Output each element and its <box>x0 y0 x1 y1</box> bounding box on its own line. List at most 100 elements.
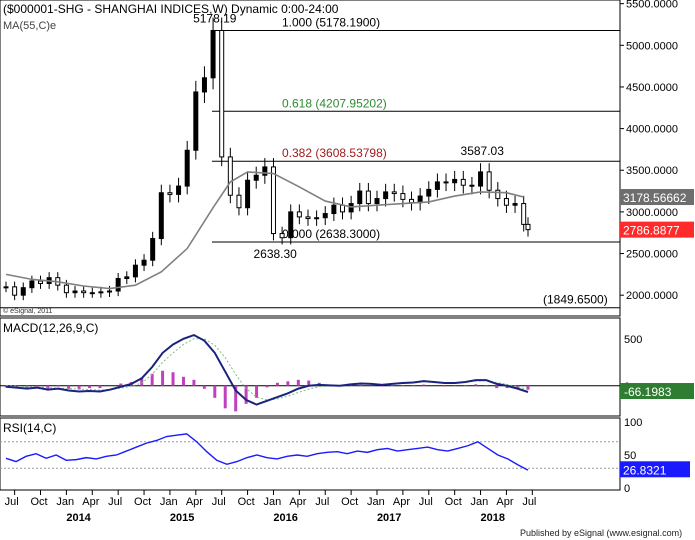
ma-value-label: 3178.56662 <box>623 191 687 205</box>
x-month-label: Jul <box>315 496 329 508</box>
price-y-tick-label: 5000.0000 <box>626 40 678 52</box>
candle-body <box>115 278 121 292</box>
candle-body <box>288 211 294 239</box>
candle-body <box>124 276 130 280</box>
macd-y-tick-label: 500 <box>624 334 642 346</box>
x-year-label: 2015 <box>170 512 194 524</box>
candle-body <box>331 204 337 215</box>
candle-body <box>521 203 527 225</box>
macd-title: MACD(12,26,9,C) <box>3 321 98 335</box>
x-month-label: Oct <box>31 496 48 508</box>
x-year-label: 2018 <box>480 512 504 524</box>
candle-body <box>443 181 449 184</box>
candle-body <box>525 223 531 231</box>
candle-body <box>253 174 259 181</box>
rsi-title: RSI(14,C) <box>3 421 56 435</box>
macd-panel: 5000-66.1983 <box>0 334 694 412</box>
candle-body <box>98 291 104 294</box>
fib-label: 0.618 (4207.95202) <box>282 96 387 110</box>
x-month-label: Jul <box>5 496 19 508</box>
rsi-y-tick-label: 100 <box>624 417 642 429</box>
candle-body <box>486 171 492 191</box>
candle-body <box>391 191 397 195</box>
candle-body <box>193 91 199 151</box>
x-month-label: Jan <box>160 496 178 508</box>
price-y-tick-label: 5500.0000 <box>626 0 678 11</box>
candle-body <box>227 156 233 196</box>
candle-body <box>262 166 268 176</box>
rsi-y-tick-label: 0 <box>624 483 630 495</box>
x-month-label: Jul <box>522 496 536 508</box>
ma-legend: MA(55,C)e <box>3 20 56 32</box>
x-month-label: Jan <box>263 496 281 508</box>
candle-body <box>201 77 207 93</box>
price-panel-frame <box>0 0 621 317</box>
candle-body <box>434 181 440 190</box>
rsi-panel-frame <box>0 417 621 491</box>
rsi-line <box>5 433 529 471</box>
x-year-label: 2017 <box>377 512 401 524</box>
ma-value-box <box>620 189 694 206</box>
price-y-tick-label: 3500.0000 <box>626 165 678 177</box>
footer-credit: Published by eSignal (www.esignal.com) <box>520 528 682 538</box>
candle-body <box>38 280 44 285</box>
candle-body <box>107 290 113 293</box>
macd-panel-frame <box>0 317 621 417</box>
candle-body <box>374 198 380 205</box>
price-annotation: 3587.03 <box>461 144 505 158</box>
candle-body <box>184 149 190 187</box>
candle-body <box>20 287 26 296</box>
copyright-note: © eSignal, 2011 <box>3 307 53 315</box>
candle-body <box>72 290 78 294</box>
candle-body <box>245 179 251 209</box>
x-month-label: Oct <box>445 496 462 508</box>
candle-body <box>167 192 173 195</box>
candle-body <box>322 213 328 219</box>
fib-label: 0.382 (3608.53798) <box>282 146 387 160</box>
x-month-label: Jan <box>367 496 385 508</box>
price-y-tick-label: 2500.0000 <box>626 249 678 261</box>
x-year-label: 2014 <box>66 512 91 524</box>
candle-body <box>339 204 345 213</box>
x-month-label: Oct <box>134 496 151 508</box>
candle-body <box>176 185 182 195</box>
price-value-box <box>620 221 694 238</box>
chart-title: ($000001-SHG - SHANGHAI INDICES,W) Dynam… <box>3 2 339 16</box>
candle-body <box>383 191 389 200</box>
candle-body <box>270 166 276 235</box>
fib-label: (1849.6500) <box>543 293 608 307</box>
candle-body <box>460 178 466 186</box>
x-month-label: Apr <box>289 496 306 508</box>
price-y-tick-label: 4500.0000 <box>626 82 678 94</box>
x-month-label: Jan <box>56 496 74 508</box>
rsi-panel: 100 50 0 26.8321 <box>0 417 690 495</box>
candle-body <box>348 203 354 213</box>
macd-line <box>5 333 529 406</box>
price-value-label: 2786.8877 <box>623 224 680 238</box>
x-month-label: Apr <box>186 496 203 508</box>
candle-body <box>314 217 320 220</box>
price-y-tick-label: 2000.0000 <box>626 290 678 302</box>
candle-body <box>63 284 69 294</box>
price-annotation: 2638.30 <box>253 247 297 261</box>
candle-body <box>400 193 406 200</box>
candle-body <box>495 189 501 200</box>
candle-body <box>426 188 432 197</box>
candle-body <box>12 286 18 296</box>
x-month-label: Oct <box>238 496 255 508</box>
price-panel: 5500.0000 5000.0000 4500.0000 4000.0000 3500… <box>0 0 694 309</box>
price-annotation: 5178.19 <box>193 11 237 25</box>
candle-body <box>141 259 147 266</box>
x-year-label: 2016 <box>273 512 297 524</box>
x-month-label: Apr <box>496 496 513 508</box>
candle-body <box>3 286 9 289</box>
candle-body <box>512 203 518 206</box>
x-month-label: Jul <box>108 496 122 508</box>
fib-label: 0.000 (2638.3000) <box>282 227 380 241</box>
candle-body <box>503 198 509 206</box>
x-month-label: Apr <box>393 496 410 508</box>
candle-body <box>132 264 138 278</box>
macd-value-box <box>620 383 694 400</box>
x-axis: Jul Oct Jan Apr Jul Oct Jan Apr Jul Oct Jan Apr Jul O… <box>5 490 536 524</box>
